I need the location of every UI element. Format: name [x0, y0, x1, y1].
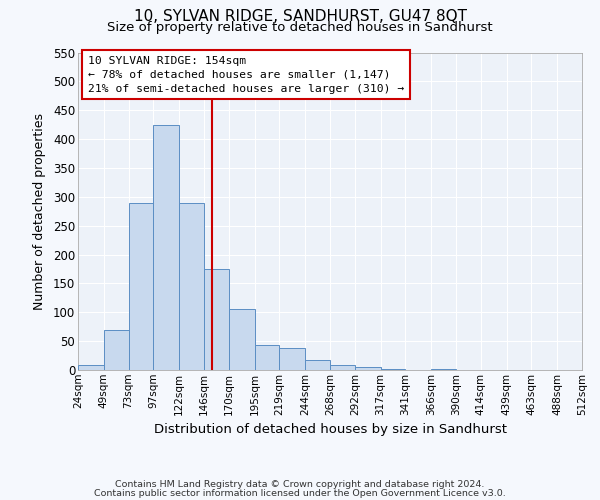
Text: 10 SYLVAN RIDGE: 154sqm
← 78% of detached houses are smaller (1,147)
21% of semi: 10 SYLVAN RIDGE: 154sqm ← 78% of detache…	[88, 56, 404, 94]
Text: Contains public sector information licensed under the Open Government Licence v3: Contains public sector information licen…	[94, 488, 506, 498]
Bar	[128, 202, 154, 370]
Bar	[330, 366, 355, 370]
Bar	[229, 310, 254, 370]
Bar	[179, 202, 204, 370]
X-axis label: Distribution of detached houses by size in Sandhurst: Distribution of detached houses by size …	[154, 423, 506, 436]
Text: 10, SYLVAN RIDGE, SANDHURST, GU47 8QT: 10, SYLVAN RIDGE, SANDHURST, GU47 8QT	[133, 9, 467, 24]
Bar	[204, 269, 229, 370]
Bar	[355, 367, 380, 370]
Text: Contains HM Land Registry data © Crown copyright and database right 2024.: Contains HM Land Registry data © Crown c…	[115, 480, 485, 489]
Bar	[254, 345, 280, 370]
Bar	[305, 360, 330, 370]
Y-axis label: Number of detached properties: Number of detached properties	[33, 113, 46, 310]
Bar	[104, 330, 128, 370]
Bar	[280, 348, 305, 370]
Bar	[78, 366, 104, 370]
Bar	[154, 124, 179, 370]
Text: Size of property relative to detached houses in Sandhurst: Size of property relative to detached ho…	[107, 21, 493, 34]
